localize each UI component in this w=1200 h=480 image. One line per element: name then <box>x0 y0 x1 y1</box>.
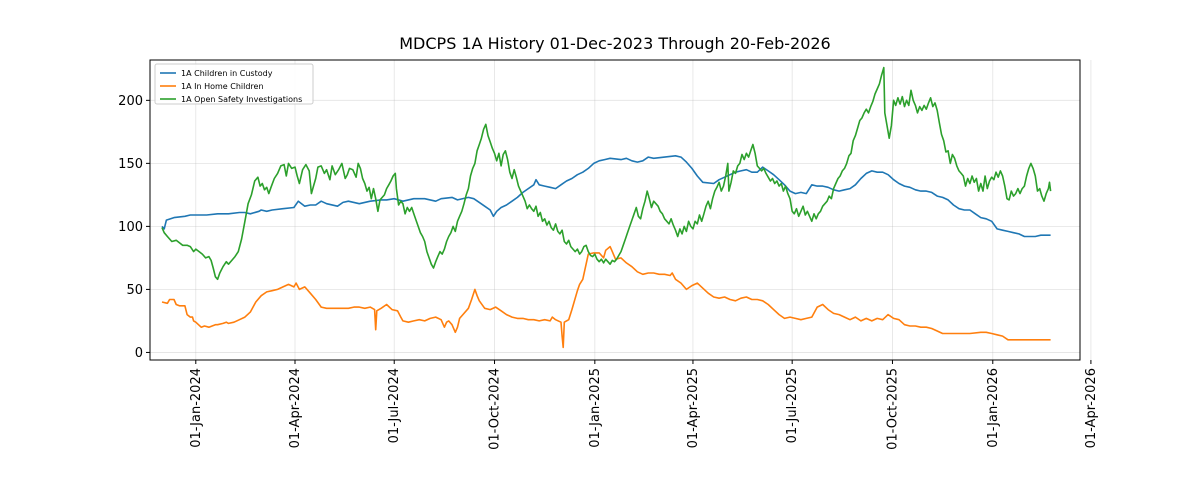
legend-label: 1A Children in Custody <box>181 69 273 78</box>
y-tick-label: 100 <box>118 220 143 235</box>
y-tick-label: 150 <box>118 157 143 172</box>
x-tick-label: 01-Apr-2025 <box>686 368 701 448</box>
plot-area-frame <box>149 59 1081 361</box>
y-tick-label: 0 <box>135 346 143 361</box>
legend-box <box>154 63 314 105</box>
series-line <box>161 245 1051 349</box>
x-tick-label: 01-Jul-2025 <box>785 368 800 443</box>
x-tick-label: 01-Jan-2024 <box>189 368 204 448</box>
grid-lines <box>150 60 1092 360</box>
series-line <box>161 155 1051 238</box>
legend-label: 1A Open Safety Investigations <box>181 95 302 104</box>
y-tick-label: 50 <box>126 283 143 298</box>
axes: 0 50 100 150 200 01-Jan-2024 01-Apr-2024 01-Jul… <box>118 94 1099 450</box>
x-tick-label: 01-Apr-2026 <box>1084 368 1099 448</box>
series-lines <box>161 66 1052 349</box>
y-tick-label: 200 <box>118 94 143 109</box>
chart-title: MDCPS 1A History 01-Dec-2023 Through 20-… <box>399 34 830 53</box>
x-tick-label: 01-Oct-2024 <box>488 368 503 450</box>
x-tick-label: 01-Jan-2026 <box>986 368 1001 448</box>
x-tick-label: 01-Oct-2025 <box>885 368 900 450</box>
legend: 1A Children in Custody 1A In Home Childre… <box>154 63 314 105</box>
series-line <box>161 66 1052 281</box>
x-tick-label: 01-Jan-2025 <box>588 368 603 448</box>
legend-label: 1A In Home Children <box>181 82 264 91</box>
x-tick-label: 01-Apr-2024 <box>288 368 303 448</box>
x-tick-label: 01-Jul-2024 <box>387 368 402 443</box>
